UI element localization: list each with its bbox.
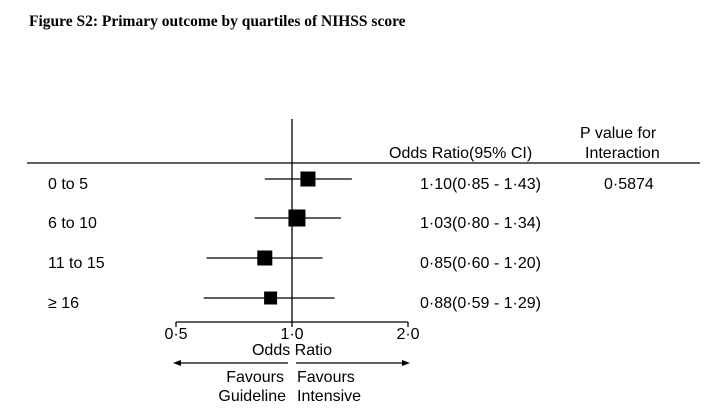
x-axis-label: Odds Ratio bbox=[252, 342, 332, 359]
favours-guideline-line2: Guideline bbox=[218, 388, 286, 405]
favours-intensive-line1: Favours bbox=[297, 369, 355, 386]
figure-title: Figure S2: Primary outcome by quartiles … bbox=[29, 13, 406, 30]
odds-ratio-ci-header: Odds Ratio(95% CI) bbox=[389, 145, 532, 162]
forest-rows: 0 to 5 1·10(0·85 - 1·43) 0·5874 6 to 10 1·03… bbox=[48, 171, 654, 312]
or-point-marker bbox=[257, 250, 273, 266]
right-arrowhead bbox=[402, 360, 410, 366]
left-arrowhead bbox=[173, 360, 181, 366]
favours-guideline-line1: Favours bbox=[226, 369, 284, 386]
row-label: 6 to 10 bbox=[48, 215, 97, 232]
row-label: 0 to 5 bbox=[48, 176, 88, 193]
x-axis-ticks: 0·5 1·0 2·0 bbox=[164, 322, 420, 343]
row-label: ≥ 16 bbox=[48, 295, 79, 312]
favours-intensive-line2: Intensive bbox=[297, 388, 361, 405]
p-value: 0·5874 bbox=[604, 176, 654, 193]
or-ci-value: 1·03(0·80 - 1·34) bbox=[420, 215, 541, 232]
x-tick-label: 2·0 bbox=[396, 326, 419, 343]
or-point-marker bbox=[264, 291, 278, 305]
p-value-header-line1: P value for bbox=[580, 125, 657, 142]
or-point-marker bbox=[300, 171, 316, 187]
x-tick-label: 1·0 bbox=[280, 326, 303, 343]
or-ci-value: 0·88(0·59 - 1·29) bbox=[420, 295, 541, 312]
p-value-header-line2: Interaction bbox=[585, 145, 660, 162]
or-ci-value: 1·10(0·85 - 1·43) bbox=[420, 176, 541, 193]
x-tick-label: 0·5 bbox=[164, 326, 187, 343]
or-point-marker bbox=[288, 209, 306, 227]
row-label: 11 to 15 bbox=[48, 255, 105, 272]
or-ci-value: 0·85(0·60 - 1·20) bbox=[420, 255, 541, 272]
